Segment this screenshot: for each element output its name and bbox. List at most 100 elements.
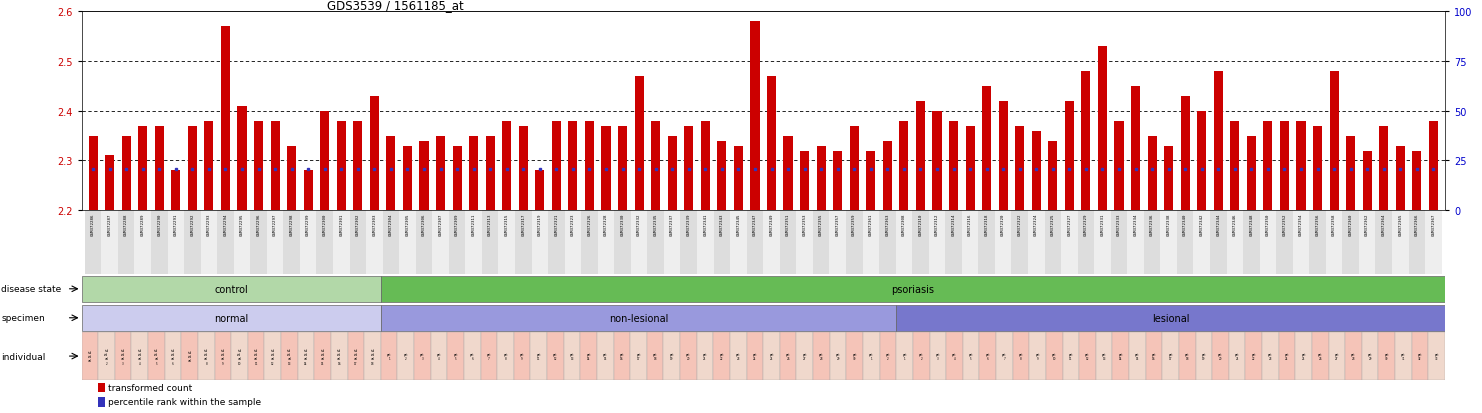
Bar <box>734 146 742 211</box>
Text: GSM372332: GSM372332 <box>637 213 642 235</box>
Text: pat
1: pat 1 <box>903 352 907 361</box>
Bar <box>1412 151 1421 211</box>
Text: GSM372296: GSM372296 <box>256 213 261 235</box>
Bar <box>994 211 1011 275</box>
Text: pat
3: pat 3 <box>935 352 940 361</box>
Text: GSM372311: GSM372311 <box>471 213 476 235</box>
Bar <box>714 211 731 275</box>
Bar <box>1429 332 1445 380</box>
Text: pat
12: pat 12 <box>553 352 557 361</box>
Text: ind
vid
ual
10: ind vid ual 10 <box>237 348 242 365</box>
Bar <box>82 332 98 380</box>
Bar <box>1197 112 1206 211</box>
Bar <box>1177 211 1193 275</box>
Text: ind
vid
ual
4: ind vid ual 4 <box>138 348 142 365</box>
Bar <box>648 211 664 275</box>
Text: GSM372337: GSM372337 <box>670 213 674 235</box>
Text: pat
13: pat 13 <box>569 352 574 361</box>
Text: pat
7: pat 7 <box>486 352 491 361</box>
Text: ind
vid
ual
6: ind vid ual 6 <box>170 348 175 365</box>
Text: GSM372346: GSM372346 <box>1233 213 1237 235</box>
Bar <box>381 332 397 380</box>
Text: pat
28: pat 28 <box>820 352 824 361</box>
Bar <box>151 211 167 275</box>
Bar <box>184 211 200 275</box>
Bar <box>480 332 496 380</box>
Bar <box>1295 332 1312 380</box>
Bar <box>1082 72 1091 211</box>
Text: pat
4: pat 4 <box>437 352 442 361</box>
Bar <box>1098 47 1107 211</box>
Bar <box>267 211 283 275</box>
Bar <box>897 332 913 380</box>
Bar <box>370 97 379 211</box>
Bar <box>496 332 514 380</box>
Text: pat
11: pat 11 <box>536 352 541 361</box>
Text: GSM372342: GSM372342 <box>1200 213 1203 235</box>
Bar <box>304 171 313 211</box>
Text: GSM372355: GSM372355 <box>820 213 823 235</box>
Text: pat
5: pat 5 <box>453 352 458 361</box>
Text: pat
21: pat 21 <box>702 352 707 361</box>
Text: GSM372364: GSM372364 <box>1381 213 1386 235</box>
Bar <box>1392 211 1408 275</box>
Text: non-lesional: non-lesional <box>609 313 668 323</box>
Bar <box>154 126 165 211</box>
Text: pat
26: pat 26 <box>1317 352 1322 361</box>
Text: pat
24: pat 24 <box>1285 352 1289 361</box>
Text: pat
9: pat 9 <box>1036 352 1040 361</box>
Bar <box>336 121 345 211</box>
Bar <box>602 126 611 211</box>
Text: GSM372318: GSM372318 <box>984 213 988 235</box>
Text: GSM372366: GSM372366 <box>1415 213 1418 235</box>
Bar <box>264 332 282 380</box>
Bar <box>1064 102 1074 211</box>
Text: GSM372340: GSM372340 <box>1183 213 1187 235</box>
Bar <box>1094 211 1110 275</box>
Text: ind
vid
ual: ind vid ual <box>87 350 92 363</box>
Bar <box>1011 211 1029 275</box>
Text: pat
27: pat 27 <box>1335 352 1340 361</box>
Bar <box>465 211 482 275</box>
Bar <box>631 211 648 275</box>
Bar <box>288 146 296 211</box>
Bar <box>1230 121 1239 211</box>
Bar <box>1214 72 1223 211</box>
Bar <box>464 332 480 380</box>
Bar <box>1160 211 1177 275</box>
Bar <box>780 332 796 380</box>
Text: pat
7: pat 7 <box>1002 352 1006 361</box>
Bar <box>946 211 962 275</box>
Text: GSM372350: GSM372350 <box>1266 213 1270 235</box>
Text: pat
5: pat 5 <box>969 352 974 361</box>
Bar <box>812 211 830 275</box>
Bar <box>615 211 631 275</box>
Text: pat
17: pat 17 <box>1168 352 1172 361</box>
Bar <box>1077 211 1094 275</box>
Text: GSM372324: GSM372324 <box>1034 213 1039 235</box>
Bar <box>82 276 381 302</box>
Bar <box>880 332 897 380</box>
Text: ind
vid
ual: ind vid ual <box>187 350 191 363</box>
Bar <box>82 305 381 331</box>
Text: disease state: disease state <box>1 285 62 294</box>
Text: pat
25: pat 25 <box>1301 352 1306 361</box>
Text: pat
23: pat 23 <box>1269 352 1273 361</box>
Text: pat
22: pat 22 <box>1251 352 1255 361</box>
Bar <box>646 332 664 380</box>
Text: GSM372297: GSM372297 <box>273 213 277 235</box>
Bar <box>382 211 399 275</box>
Text: GSM372307: GSM372307 <box>439 213 443 235</box>
Bar <box>569 121 578 211</box>
Text: GSM372357: GSM372357 <box>836 213 840 235</box>
Bar <box>713 332 731 380</box>
Bar <box>911 211 929 275</box>
Text: pat
2: pat 2 <box>886 352 891 361</box>
Bar <box>221 27 230 211</box>
Text: pat
14: pat 14 <box>1119 352 1123 361</box>
Text: GDS3539 / 1561185_at: GDS3539 / 1561185_at <box>328 0 464 12</box>
Bar <box>1246 136 1255 211</box>
Bar <box>668 136 677 211</box>
Bar <box>581 211 597 275</box>
Bar <box>1263 121 1273 211</box>
